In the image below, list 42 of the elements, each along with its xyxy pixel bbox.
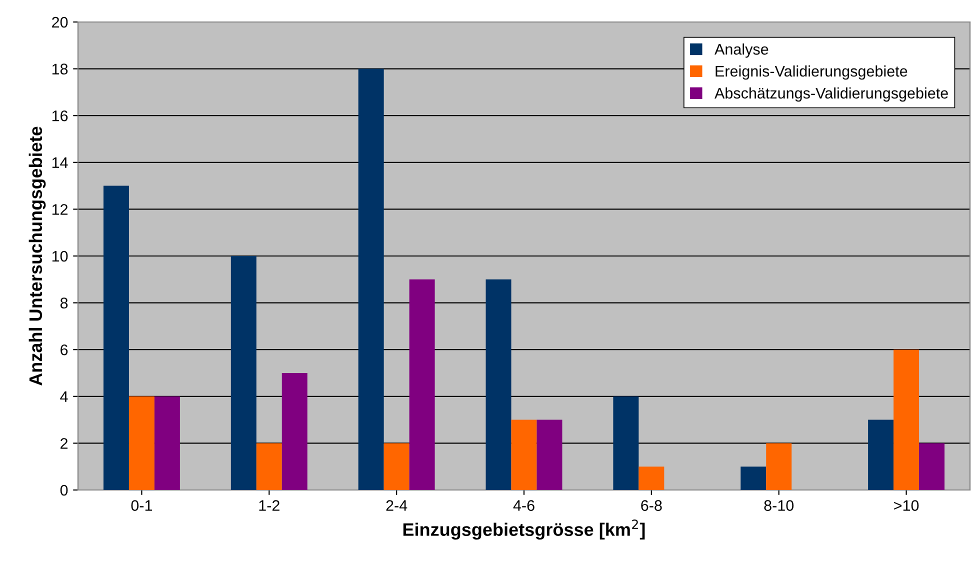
bar <box>282 373 308 490</box>
x-tick-label: 4-6 <box>513 500 534 511</box>
y-tick-label: 8 <box>60 298 68 308</box>
bar <box>766 443 792 490</box>
x-tick-label: 8-10 <box>764 500 794 511</box>
bar <box>511 420 537 490</box>
bar <box>894 350 920 490</box>
y-tick-label: 0 <box>60 484 68 496</box>
x-tick-label: 1-2 <box>259 500 280 511</box>
bar <box>128 396 154 490</box>
x-tick-label: 6-8 <box>641 500 662 511</box>
bar <box>409 279 435 490</box>
bar <box>486 279 512 490</box>
bar <box>154 396 180 490</box>
bar <box>358 68 384 490</box>
y-tick-label: 14 <box>52 157 68 168</box>
bar <box>740 466 766 490</box>
y-tick-label: 2 <box>60 438 68 449</box>
bar <box>536 420 562 490</box>
legend-label: Ereignis-Validierungsgebiete <box>716 65 908 80</box>
legend-label: Abschätzungs-Validierungsgebiete <box>714 87 948 102</box>
y-tick-label: 20 <box>52 16 68 28</box>
bar <box>256 443 282 490</box>
y-tick-label: 12 <box>52 204 68 215</box>
x-tick-label: 2-4 <box>386 500 408 511</box>
x-axis-title: Einzugsgebietsgrösse [km$^{2}$] <box>403 520 645 540</box>
y-tick-label: 16 <box>52 110 68 122</box>
y-axis-title: Anzahl Untersuchungsgebiete <box>28 126 46 386</box>
legend-label: Analyse <box>714 43 768 58</box>
bar <box>638 466 664 490</box>
y-tick-label: 10 <box>52 250 68 262</box>
bar <box>919 443 945 490</box>
bar <box>230 256 256 490</box>
x-tick-label: >10 <box>894 500 919 511</box>
y-tick-label: 4 <box>60 391 68 402</box>
y-tick-label: 6 <box>60 344 68 356</box>
bar <box>384 443 410 490</box>
bar <box>613 396 639 490</box>
bar <box>103 186 129 490</box>
y-tick-label: 18 <box>52 64 68 74</box>
x-tick-label: 0-1 <box>131 500 152 511</box>
bar <box>868 420 894 490</box>
